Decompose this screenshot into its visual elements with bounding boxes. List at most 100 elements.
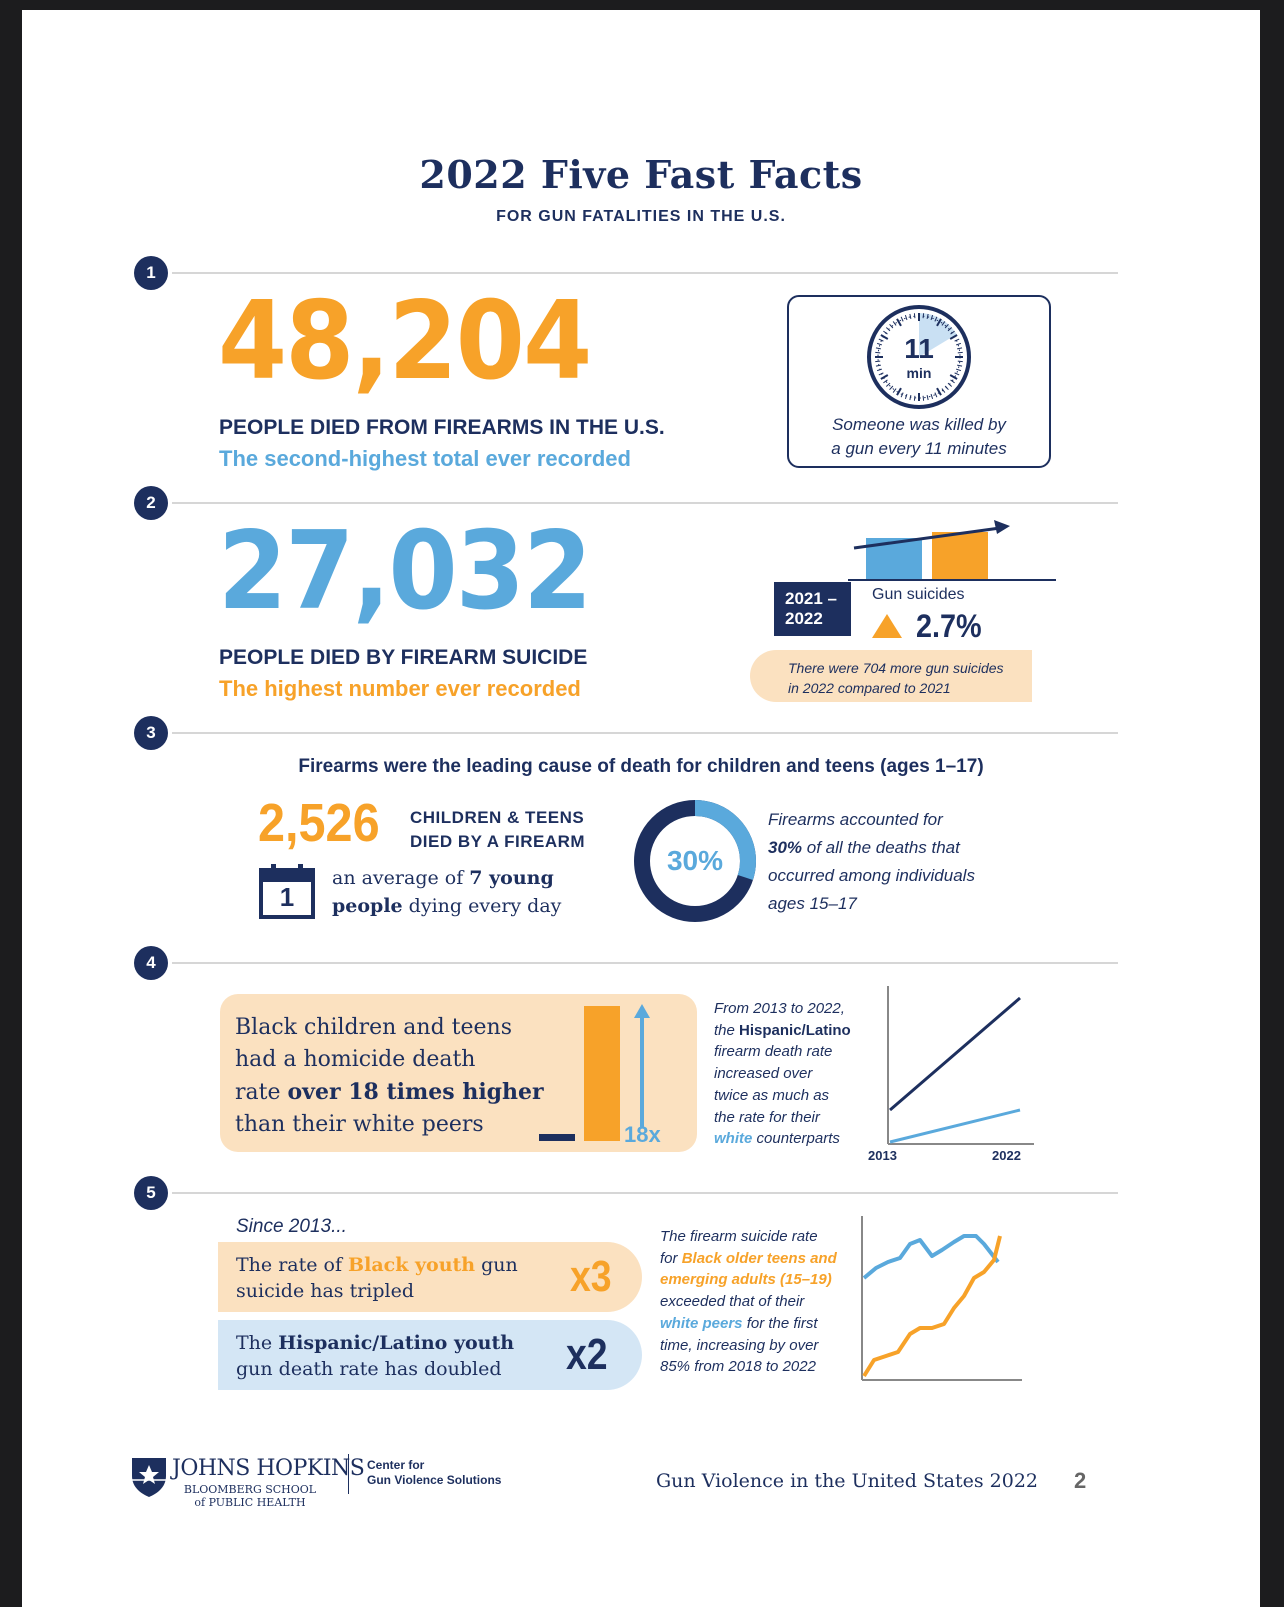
total-deaths-subcaption: The second-highest total ever recorded	[219, 446, 631, 471]
clock-callout-line: Someone was killed by	[832, 415, 1006, 434]
white-series-line	[889, 1108, 1021, 1144]
homicide-rate-box: Black children and teens had a homicide …	[220, 994, 697, 1152]
suicide-note-line: There were 704 more gun suicides	[788, 660, 1004, 676]
clock-tick	[889, 385, 894, 391]
black-youth-bar	[584, 1006, 620, 1141]
clock-tick	[892, 388, 897, 393]
fact-number-badge: 3	[134, 716, 168, 750]
clock-tick	[875, 351, 881, 354]
section-divider	[172, 272, 1118, 274]
black-teens-suicide-text: The firearm suicide rate for Black older…	[660, 1226, 837, 1378]
hispanic-youth-pill: The Hispanic/Latino youth gun death rate…	[218, 1320, 642, 1390]
clock-tick	[930, 393, 934, 400]
clock-tick	[955, 368, 962, 372]
center-name-line: Gun Violence Solutions	[367, 1473, 502, 1487]
pill-text-line: gun death rate has doubled	[236, 1358, 502, 1380]
clock-tick	[896, 387, 902, 396]
clock-tick	[936, 387, 942, 396]
black-teens-series-line	[862, 1235, 1002, 1378]
homicide-rate-part: rate	[235, 1080, 288, 1105]
clock-tick	[947, 327, 953, 332]
clock-tick	[909, 313, 912, 319]
white-peers-series-line	[862, 1234, 1000, 1280]
suicide-increase-bar-icon	[848, 520, 1056, 581]
clock-tick	[896, 318, 902, 327]
homicide-rate-bold: over 18 times higher	[287, 1079, 544, 1105]
pill-text-part: gun	[475, 1254, 518, 1276]
white-peers-bar	[539, 1134, 575, 1141]
children-deaths-caption: CHILDREN & TEENS DIED BY A FIREARM	[410, 806, 585, 854]
children-deaths-caption-line: DIED BY A FIREARM	[410, 832, 586, 851]
pill-text-part: The rate of	[236, 1254, 349, 1276]
hispanic-rate-text: From 2013 to 2022, the Hispanic/Latino f…	[714, 998, 851, 1150]
calendar-day: 1	[279, 882, 295, 912]
jh-wordmark: JOHNS HOPKINS	[172, 1456, 365, 1481]
hispanic-rate-line: increased over	[714, 1065, 813, 1083]
clock-tick	[900, 392, 904, 398]
since-2013-label: Since 2013...	[236, 1216, 347, 1237]
jh-school-line: of PUBLIC HEALTH	[194, 1496, 306, 1509]
page-number: 2	[1074, 1468, 1087, 1493]
suicide-change-percent: 2.7%	[916, 608, 982, 644]
clock-tick	[934, 316, 938, 322]
clock-tick	[880, 334, 889, 340]
clock-tick	[883, 379, 888, 384]
clock-tick	[949, 334, 958, 340]
clock-tick	[875, 360, 881, 363]
clock-tick	[954, 372, 960, 376]
donut-description: Firearms accounted for 30% of all the de…	[768, 806, 975, 918]
clock-tick	[955, 342, 962, 346]
suicide-deaths-number: 27,032	[218, 509, 592, 634]
clock-callout-text: Someone was killed by a gun every 11 min…	[789, 413, 1049, 461]
suicide-deaths-subcaption: The highest number ever recorded	[219, 676, 581, 701]
jh-school-name: BLOOMBERG SCHOOL of PUBLIC HEALTH	[182, 1483, 318, 1509]
section-divider	[172, 732, 1118, 734]
report-title: Gun Violence in the United States 2022	[656, 1470, 1038, 1492]
black-teens-line: The firearm suicide rate	[660, 1228, 818, 1245]
homicide-rate-line: had a homicide death	[235, 1047, 476, 1072]
center-name: Center for Gun Violence Solutions	[367, 1458, 501, 1488]
black-teens-line: exceeded that of their	[660, 1293, 805, 1311]
clock-tick	[941, 321, 946, 326]
clock-unit: min	[906, 365, 932, 381]
black-youth-suicide-text: The rate of Black youth gun suicide has …	[236, 1252, 518, 1304]
donut-chart	[634, 800, 756, 922]
hispanic-rate-part: the	[714, 1021, 740, 1039]
hispanic-rate-line: firearm death rate	[714, 1043, 833, 1061]
homicide-multiplier: 18x	[624, 1122, 661, 1147]
clock-tick	[900, 316, 904, 322]
total-deaths-caption: PEOPLE DIED FROM FIREARMS IN THE U.S.	[219, 416, 665, 439]
donut-description-line: ages 15–17	[768, 894, 857, 913]
clock-tick	[957, 351, 963, 354]
clock-tick	[922, 395, 925, 401]
donut-description-line: occurred among individuals	[768, 866, 975, 885]
suicide-note-line: in 2022 compared to 2021	[788, 680, 951, 696]
black-teens-bold: emerging adults (15–19)	[660, 1271, 832, 1289]
suicide-rate-line-chart	[861, 1216, 1022, 1381]
suicide-note-pill: There were 704 more gun suicides in 2022…	[750, 650, 1032, 702]
clock-tick	[957, 360, 963, 363]
homicide-rate-text: Black children and teens had a homicide …	[235, 1012, 544, 1141]
suicide-note-text: There were 704 more gun suicides in 2022…	[788, 658, 1004, 698]
daily-average-text-part: an average of	[332, 867, 470, 889]
black-youth-suicide-pill: The rate of Black youth gun suicide has …	[218, 1242, 642, 1312]
donut-percent-label: 30%	[666, 845, 724, 876]
x-tick-label: 2013	[868, 1148, 897, 1163]
up-arrow-icon	[634, 1004, 650, 1018]
fact-number-badge: 1	[134, 256, 168, 290]
section-divider	[172, 502, 1118, 504]
donut-description-line: Firearms accounted for	[768, 810, 943, 829]
black-teens-bold: Black older teens and	[681, 1249, 837, 1267]
pill-text-bold: Hispanic/Latino youth	[278, 1332, 515, 1354]
stopwatch-icon	[867, 305, 971, 409]
up-triangle-icon	[872, 614, 902, 638]
year-range-label: 2021 – 2022	[774, 582, 851, 636]
black-youth-multiplier: x3	[570, 1252, 612, 1301]
year-range-line: 2021 –	[785, 589, 837, 608]
page-subtitle: FOR GUN FATALITIES IN THE U.S.	[496, 208, 786, 225]
homicide-rate-line: than their white peers	[235, 1112, 484, 1137]
homicide-comparison-bars	[539, 1004, 650, 1141]
clock-tick	[875, 347, 881, 350]
donut-value-arc	[634, 800, 756, 922]
hispanic-rate-line-chart	[887, 986, 1034, 1145]
